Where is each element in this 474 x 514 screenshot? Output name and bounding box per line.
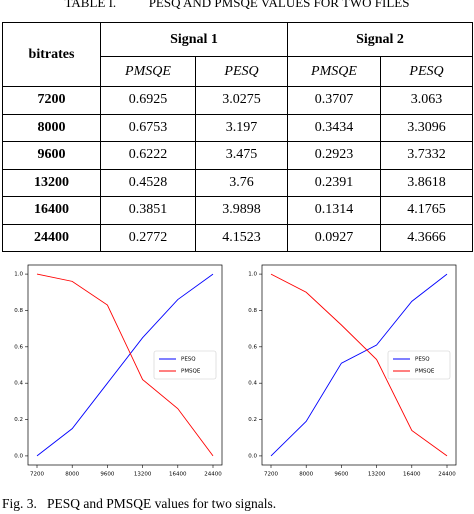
charts: 0.0 0.2 0.4 0.6 0.8 1.0 7200 8000 9600 13200 16400… (14, 264, 457, 478)
cell: 0.3707 (287, 86, 381, 115)
legend-box (153, 350, 217, 380)
legend-box (387, 350, 451, 380)
plot-frame (261, 264, 457, 466)
line (36, 273, 214, 457)
cell: 0.2923 (287, 141, 381, 170)
cell: 3.8618 (380, 168, 473, 197)
cell: 0.6925 (100, 86, 196, 115)
line (270, 273, 448, 457)
row-header: 13200 (2, 168, 101, 197)
x-tick-label: 16400 (403, 472, 421, 478)
x-tick-label: 9600 (100, 472, 114, 478)
subheader-cell: PESQ (380, 56, 473, 87)
x-tick-label: 7200 (30, 472, 44, 478)
header-cell: Signal 1 (100, 22, 288, 57)
line (36, 273, 214, 457)
y-tick-label: 0.6 (248, 344, 257, 350)
y-tick-label: 0.4 (14, 381, 23, 387)
figure-label: Fig. 3. (2, 496, 37, 511)
row-header: 7200 (2, 86, 101, 115)
table-title: PESQ AND PMSQE VALUES FOR TWO FILES (148, 0, 410, 10)
row-header: 8000 (2, 113, 101, 142)
cell: 4.1765 (380, 196, 473, 225)
x-tick-label: 8000 (299, 472, 313, 478)
table-row: 9600 0.6222 3.475 0.2923 3.7332 (2, 141, 473, 170)
row-header: 24400 (2, 223, 101, 252)
cell: 0.3434 (287, 113, 381, 142)
cell: 3.7332 (380, 141, 473, 170)
table-caption: TABLE I. PESQ AND PMSQE VALUES FOR TWO F… (0, 0, 474, 11)
y-tick-label: 0.4 (248, 381, 257, 387)
y-tick-label: 1.0 (14, 272, 23, 278)
legend-label: PMSQE (415, 369, 435, 375)
cell: 4.3666 (380, 223, 473, 252)
legend-label: PESQ (415, 357, 430, 363)
subheader-cell: PESQ (195, 56, 288, 87)
cell: 0.3851 (100, 196, 196, 225)
figure-text: PESQ and PMSQE values for two signals. (47, 496, 277, 511)
y-tick-label: 0.8 (248, 308, 257, 314)
y-tick-label: 0.0 (14, 453, 23, 459)
line (270, 273, 448, 457)
row-header: 9600 (2, 141, 101, 170)
x-tick-label: 13200 (368, 472, 386, 478)
cell: 0.0927 (287, 223, 381, 252)
cell: 3.3096 (380, 113, 473, 142)
cell: 3.0275 (195, 86, 288, 115)
figure-caption: Fig. 3. PESQ and PMSQE values for two si… (2, 496, 276, 512)
cell: 0.1314 (287, 196, 381, 225)
table-row: 7200 0.6925 3.0275 0.3707 3.063 (2, 86, 473, 115)
cell: 3.76 (195, 168, 288, 197)
cell: 0.6753 (100, 113, 196, 142)
x-tick-label: 24400 (438, 472, 456, 478)
cell: 4.1523 (195, 223, 288, 252)
table-row: 16400 0.3851 3.9898 0.1314 4.1765 (2, 196, 473, 225)
table: bitrates Signal 1 Signal 2 PMSQE PESQ PM… (2, 22, 473, 252)
x-tick-label: 8000 (65, 472, 79, 478)
subheader-cell: PMSQE (100, 56, 196, 87)
cell: 3.063 (380, 86, 473, 115)
x-tick-label: 24400 (204, 472, 222, 478)
x-tick-label: 7200 (264, 472, 278, 478)
subheader-cell: PMSQE (287, 56, 381, 87)
legend-label: PMSQE (181, 369, 201, 375)
cell: 0.2391 (287, 168, 381, 197)
x-tick-label: 16400 (169, 472, 187, 478)
cell: 3.197 (195, 113, 288, 142)
y-tick-label: 0.2 (14, 417, 23, 423)
table-row: 8000 0.6753 3.197 0.3434 3.3096 (2, 113, 473, 142)
x-tick-label: 9600 (334, 472, 348, 478)
cell: 0.4528 (100, 168, 196, 197)
legend-label: PESQ (181, 357, 196, 363)
row-header: 16400 (2, 196, 101, 225)
cell: 0.2772 (100, 223, 196, 252)
y-tick-label: 0.6 (14, 344, 23, 350)
y-tick-label: 0.2 (248, 417, 257, 423)
table-body: 7200 0.6925 3.0275 0.3707 3.063 8000 0.6753 3.1… (2, 86, 473, 252)
header-cell: Signal 2 (287, 22, 473, 57)
y-tick-label: 0.0 (248, 453, 257, 459)
cell: 3.9898 (195, 196, 288, 225)
y-tick-label: 0.8 (14, 308, 23, 314)
y-tick-label: 1.0 (248, 272, 257, 278)
table-row: 13200 0.4528 3.76 0.2391 3.8618 (2, 168, 473, 197)
table-row: 24400 0.2772 4.1523 0.0927 4.3666 (2, 223, 473, 252)
plot-frame (27, 264, 223, 466)
cell: 3.475 (195, 141, 288, 170)
header-cell: bitrates (2, 22, 101, 87)
x-tick-label: 13200 (134, 472, 152, 478)
table-label: TABLE I. (64, 0, 117, 10)
cell: 0.6222 (100, 141, 196, 170)
